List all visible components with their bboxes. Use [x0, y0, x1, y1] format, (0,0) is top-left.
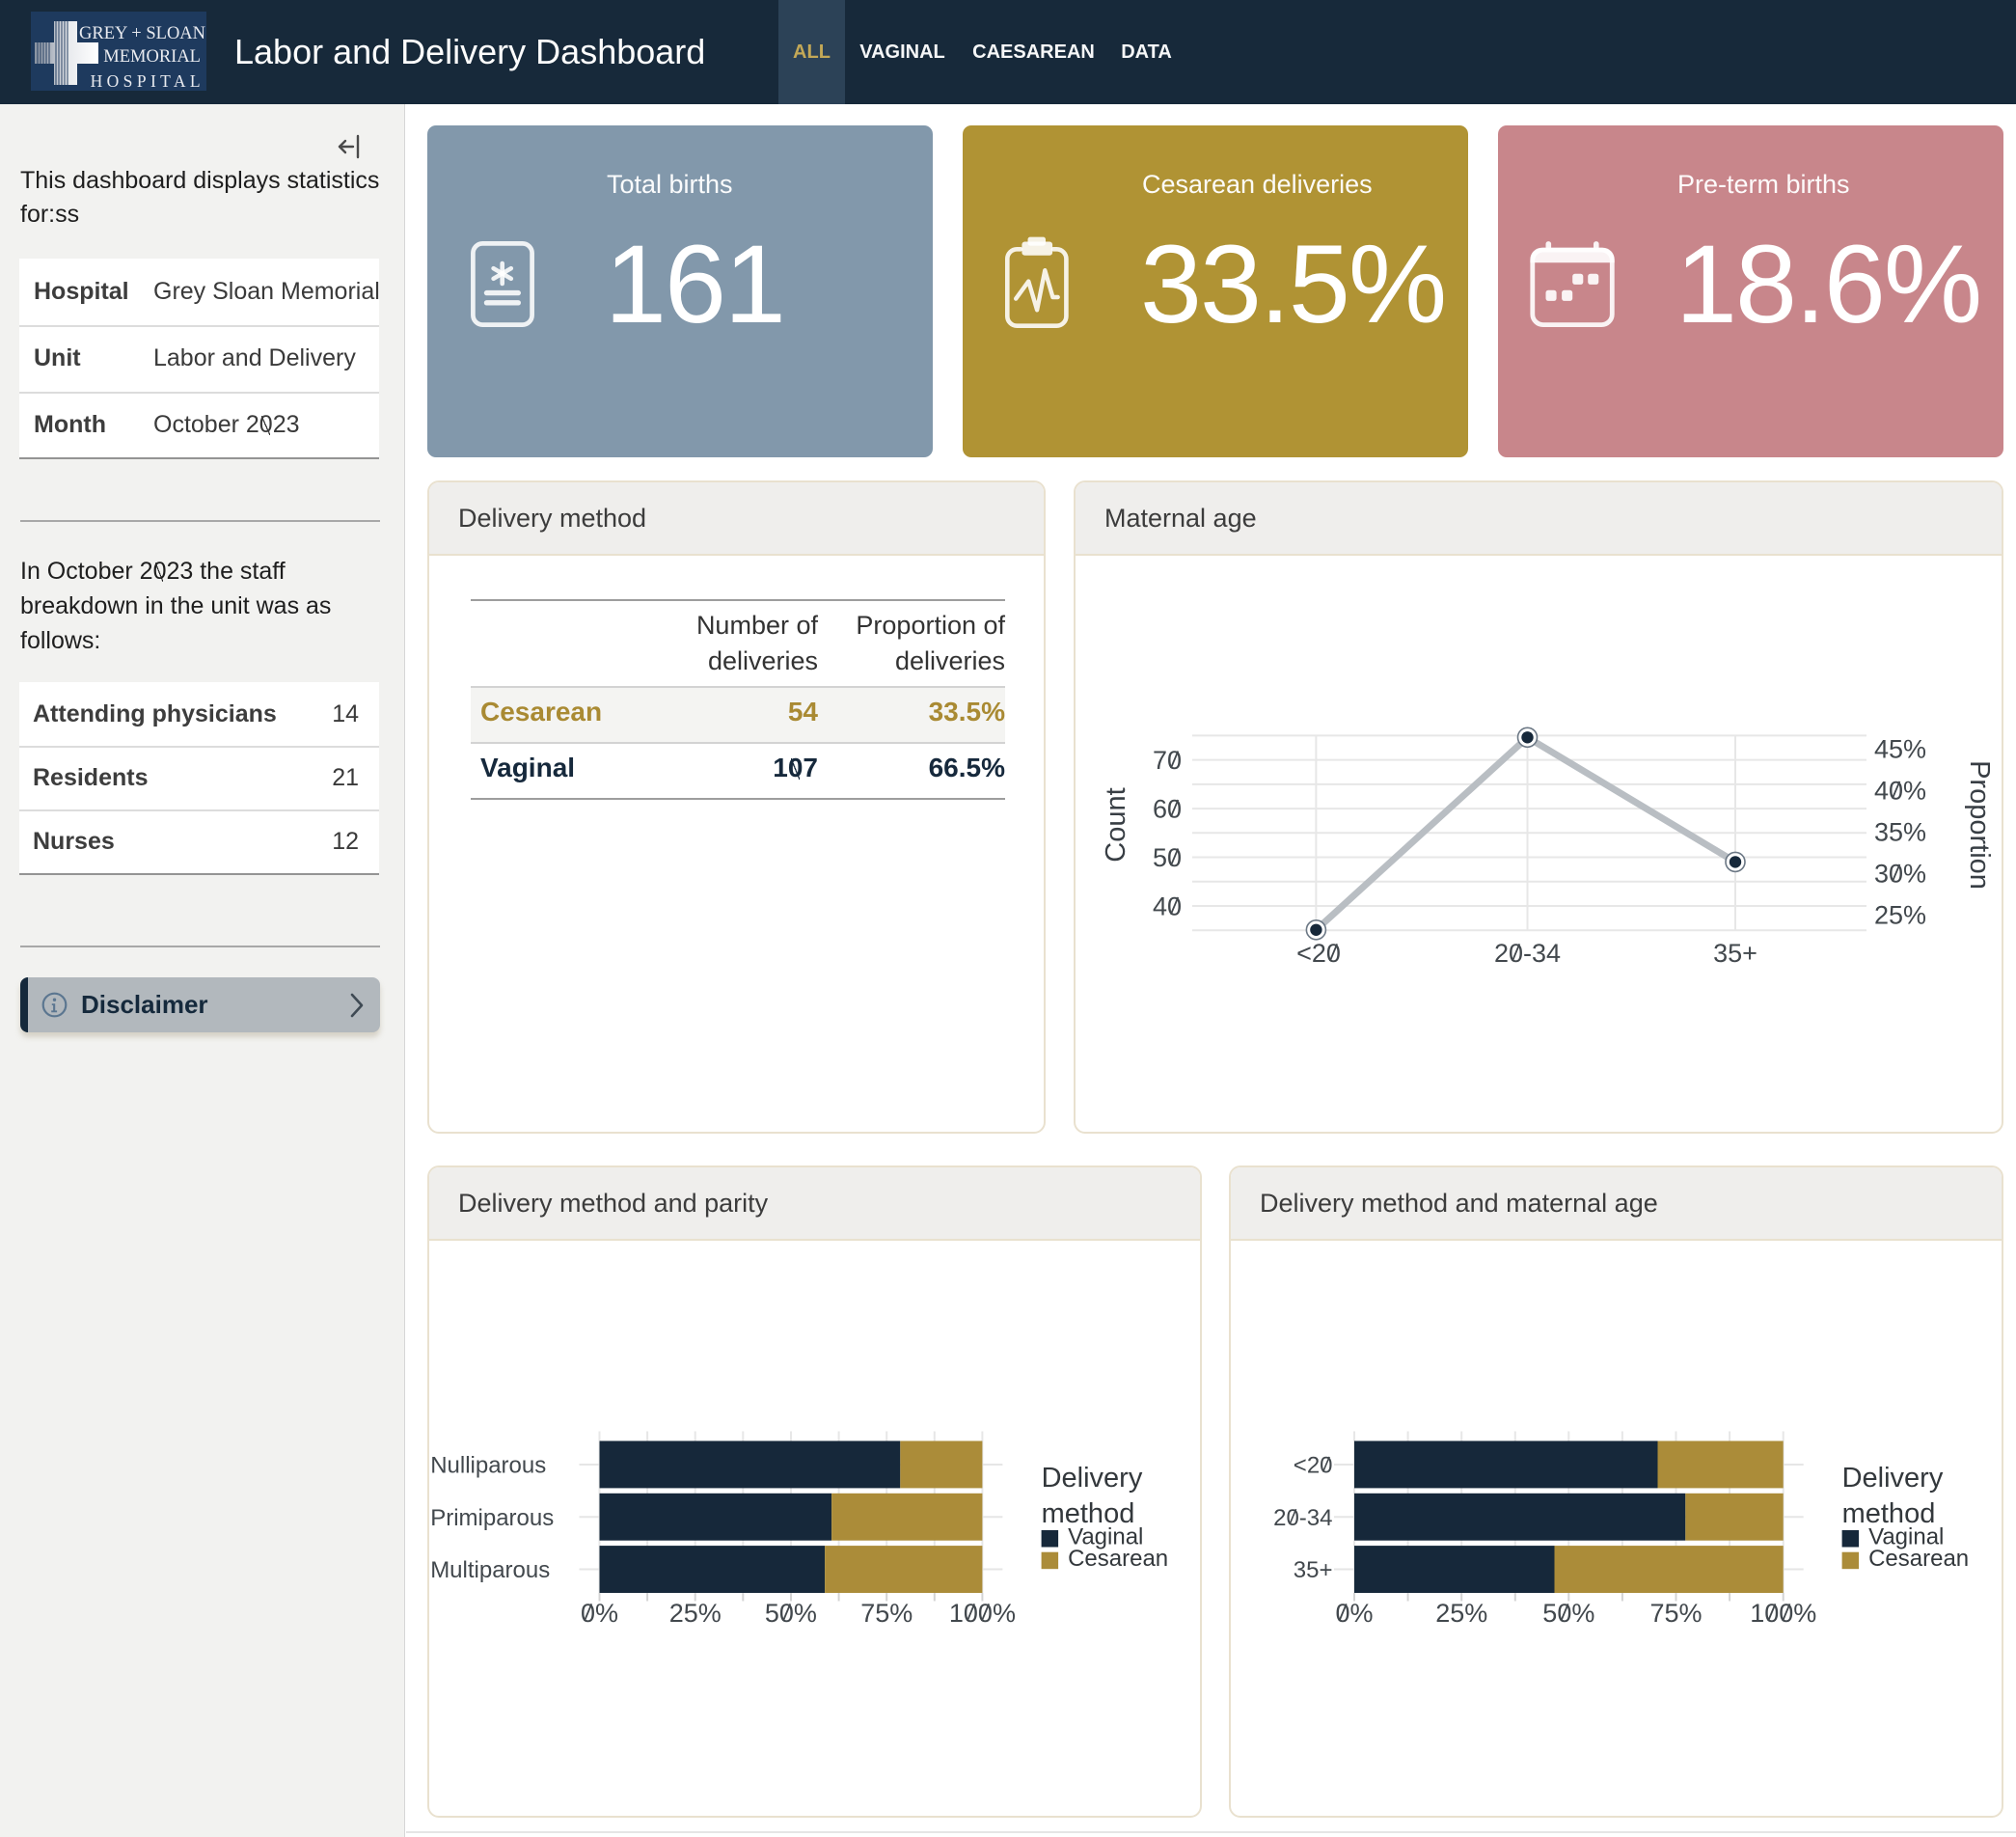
- svg-text:Cesarean: Cesarean: [1068, 1546, 1168, 1572]
- svg-text:Vaginal: Vaginal: [1868, 1524, 1944, 1550]
- svg-text:method: method: [1842, 1498, 1936, 1529]
- svg-text:100%: 100%: [949, 1599, 1016, 1628]
- svg-text:75%: 75%: [1650, 1599, 1703, 1628]
- svg-text:Vaginal: Vaginal: [1068, 1524, 1143, 1550]
- svg-text:method: method: [1042, 1498, 1135, 1529]
- svg-text:0%: 0%: [581, 1599, 618, 1628]
- svg-text:25%: 25%: [669, 1599, 722, 1628]
- svg-text:20-34: 20-34: [1273, 1505, 1332, 1531]
- svg-text:Cesarean: Cesarean: [1868, 1546, 1969, 1572]
- svg-text:35%: 35%: [1874, 818, 1926, 847]
- svg-text:20-34: 20-34: [1494, 939, 1561, 968]
- svg-text:Primiparous: Primiparous: [430, 1505, 554, 1531]
- svg-text:Count: Count: [1101, 787, 1131, 862]
- svg-text:Nulliparous: Nulliparous: [430, 1453, 546, 1479]
- svg-text:Delivery: Delivery: [1042, 1463, 1143, 1494]
- svg-text:Multiparous: Multiparous: [430, 1557, 550, 1583]
- svg-text:40%: 40%: [1874, 777, 1926, 806]
- svg-text:40: 40: [1153, 892, 1182, 921]
- svg-text:50: 50: [1153, 843, 1182, 872]
- svg-text:45%: 45%: [1874, 735, 1926, 764]
- svg-text:30%: 30%: [1874, 860, 1926, 889]
- svg-text:50%: 50%: [765, 1599, 817, 1628]
- svg-text:Proportion: Proportion: [1964, 760, 1995, 890]
- svg-text:0%: 0%: [1336, 1599, 1374, 1628]
- svg-text:75%: 75%: [860, 1599, 913, 1628]
- svg-text:70: 70: [1153, 746, 1182, 775]
- svg-text:60: 60: [1153, 795, 1182, 824]
- svg-text:100%: 100%: [1750, 1599, 1816, 1628]
- svg-text:25%: 25%: [1435, 1599, 1487, 1628]
- svg-text:Delivery: Delivery: [1842, 1463, 1944, 1494]
- svg-text:35+: 35+: [1713, 939, 1757, 968]
- svg-text:50%: 50%: [1542, 1599, 1594, 1628]
- svg-text:<20: <20: [1294, 1453, 1333, 1479]
- svg-text:35+: 35+: [1294, 1557, 1333, 1583]
- svg-text:25%: 25%: [1874, 901, 1926, 930]
